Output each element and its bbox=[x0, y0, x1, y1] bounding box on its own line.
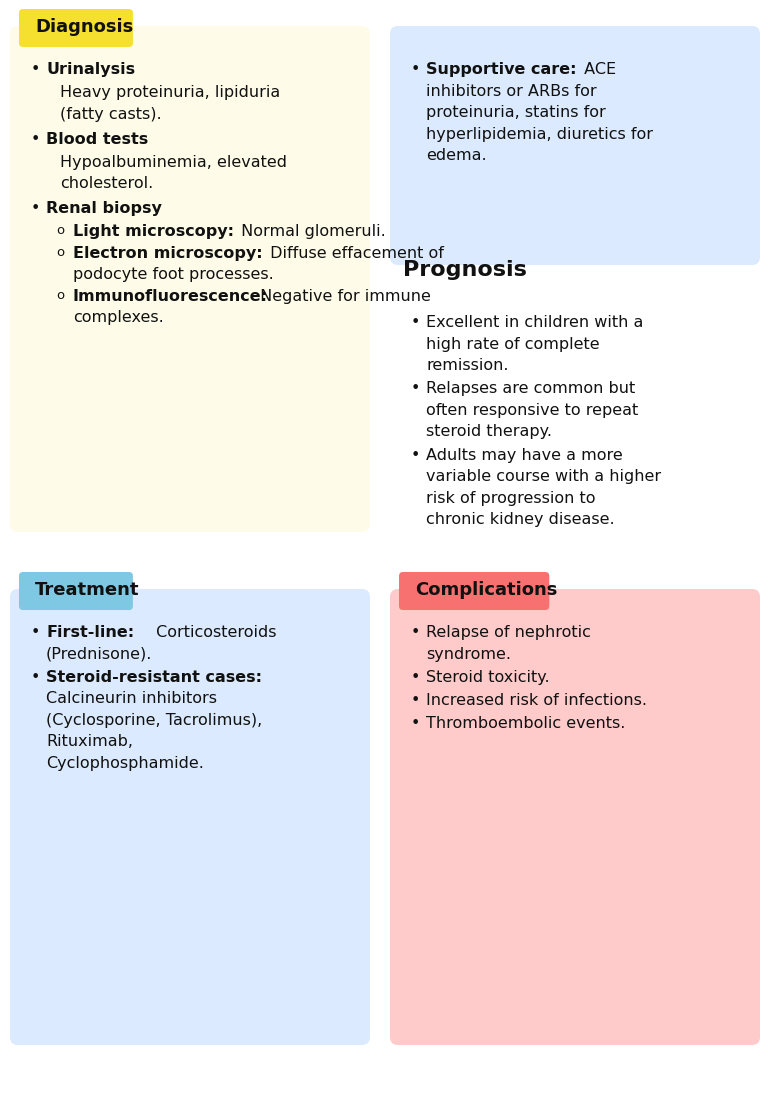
FancyBboxPatch shape bbox=[390, 26, 760, 265]
Text: inhibitors or ARBs for: inhibitors or ARBs for bbox=[426, 83, 597, 99]
Text: ACE: ACE bbox=[579, 62, 617, 77]
Text: •: • bbox=[31, 132, 41, 146]
Text: remission.: remission. bbox=[426, 358, 508, 373]
Text: syndrome.: syndrome. bbox=[426, 647, 511, 662]
Text: hyperlipidemia, diuretics for: hyperlipidemia, diuretics for bbox=[426, 126, 653, 142]
FancyBboxPatch shape bbox=[390, 589, 760, 1045]
Text: high rate of complete: high rate of complete bbox=[426, 336, 600, 352]
Text: edema.: edema. bbox=[426, 149, 487, 163]
FancyBboxPatch shape bbox=[399, 572, 549, 610]
Text: Diagnosis: Diagnosis bbox=[35, 18, 134, 35]
Text: •: • bbox=[31, 670, 41, 684]
Text: First-line:: First-line: bbox=[46, 625, 134, 640]
Text: steroid therapy.: steroid therapy. bbox=[426, 425, 552, 439]
Text: •: • bbox=[411, 381, 420, 396]
Text: •: • bbox=[411, 315, 420, 330]
Text: Rituximab,: Rituximab, bbox=[46, 734, 133, 750]
Text: Relapse of nephrotic: Relapse of nephrotic bbox=[426, 625, 591, 640]
Text: •: • bbox=[31, 62, 41, 77]
Text: Blood tests: Blood tests bbox=[46, 132, 148, 146]
Text: •: • bbox=[411, 625, 420, 640]
FancyBboxPatch shape bbox=[10, 589, 370, 1045]
Text: •: • bbox=[31, 625, 41, 640]
Text: Electron microscopy:: Electron microscopy: bbox=[73, 246, 263, 261]
Text: Prognosis: Prognosis bbox=[403, 260, 527, 279]
Text: Heavy proteinuria, lipiduria: Heavy proteinuria, lipiduria bbox=[60, 85, 280, 100]
Text: variable course with a higher: variable course with a higher bbox=[426, 469, 661, 485]
Text: (Cyclosporine, Tacrolimus),: (Cyclosporine, Tacrolimus), bbox=[46, 713, 262, 728]
FancyBboxPatch shape bbox=[19, 572, 133, 610]
Text: Negative for immune: Negative for immune bbox=[255, 289, 431, 304]
Text: o: o bbox=[56, 289, 64, 302]
Text: •: • bbox=[411, 693, 420, 708]
Text: (fatty casts).: (fatty casts). bbox=[60, 106, 161, 122]
Text: podocyte foot processes.: podocyte foot processes. bbox=[73, 267, 273, 283]
FancyBboxPatch shape bbox=[19, 9, 133, 47]
Text: Steroid-resistant cases:: Steroid-resistant cases: bbox=[46, 670, 262, 684]
Text: Urinalysis: Urinalysis bbox=[46, 62, 135, 77]
Text: o: o bbox=[56, 224, 64, 237]
Text: complexes.: complexes. bbox=[73, 311, 164, 325]
Text: •: • bbox=[411, 62, 420, 77]
Text: Light microscopy:: Light microscopy: bbox=[73, 224, 234, 240]
Text: Corticosteroids: Corticosteroids bbox=[151, 625, 277, 640]
Text: Relapses are common but: Relapses are common but bbox=[426, 381, 635, 396]
Text: Increased risk of infections.: Increased risk of infections. bbox=[426, 693, 647, 708]
Text: proteinuria, statins for: proteinuria, statins for bbox=[426, 105, 606, 120]
Text: •: • bbox=[411, 716, 420, 731]
Text: Normal glomeruli.: Normal glomeruli. bbox=[236, 224, 386, 240]
Text: Supportive care:: Supportive care: bbox=[426, 62, 577, 77]
Text: Adults may have a more: Adults may have a more bbox=[426, 448, 623, 462]
Text: •: • bbox=[411, 670, 420, 684]
Text: Diffuse effacement of: Diffuse effacement of bbox=[265, 246, 444, 261]
Text: often responsive to repeat: often responsive to repeat bbox=[426, 403, 638, 418]
Text: Complications: Complications bbox=[415, 581, 558, 599]
FancyBboxPatch shape bbox=[10, 26, 370, 532]
Text: Renal biopsy: Renal biopsy bbox=[46, 201, 162, 216]
Text: •: • bbox=[411, 448, 420, 462]
Text: Excellent in children with a: Excellent in children with a bbox=[426, 315, 644, 330]
Text: (Prednisone).: (Prednisone). bbox=[46, 647, 152, 662]
Text: risk of progression to: risk of progression to bbox=[426, 490, 595, 506]
Text: •: • bbox=[31, 201, 41, 216]
Text: Immunofluorescence:: Immunofluorescence: bbox=[73, 289, 268, 304]
Text: Calcineurin inhibitors: Calcineurin inhibitors bbox=[46, 691, 217, 706]
Text: Treatment: Treatment bbox=[35, 581, 140, 599]
Text: cholesterol.: cholesterol. bbox=[60, 176, 154, 192]
Text: chronic kidney disease.: chronic kidney disease. bbox=[426, 512, 614, 527]
Text: Cyclophosphamide.: Cyclophosphamide. bbox=[46, 756, 204, 771]
Text: Thromboembolic events.: Thromboembolic events. bbox=[426, 716, 625, 731]
Text: Steroid toxicity.: Steroid toxicity. bbox=[426, 670, 550, 684]
Text: o: o bbox=[56, 246, 64, 258]
Text: Hypoalbuminemia, elevated: Hypoalbuminemia, elevated bbox=[60, 155, 287, 170]
